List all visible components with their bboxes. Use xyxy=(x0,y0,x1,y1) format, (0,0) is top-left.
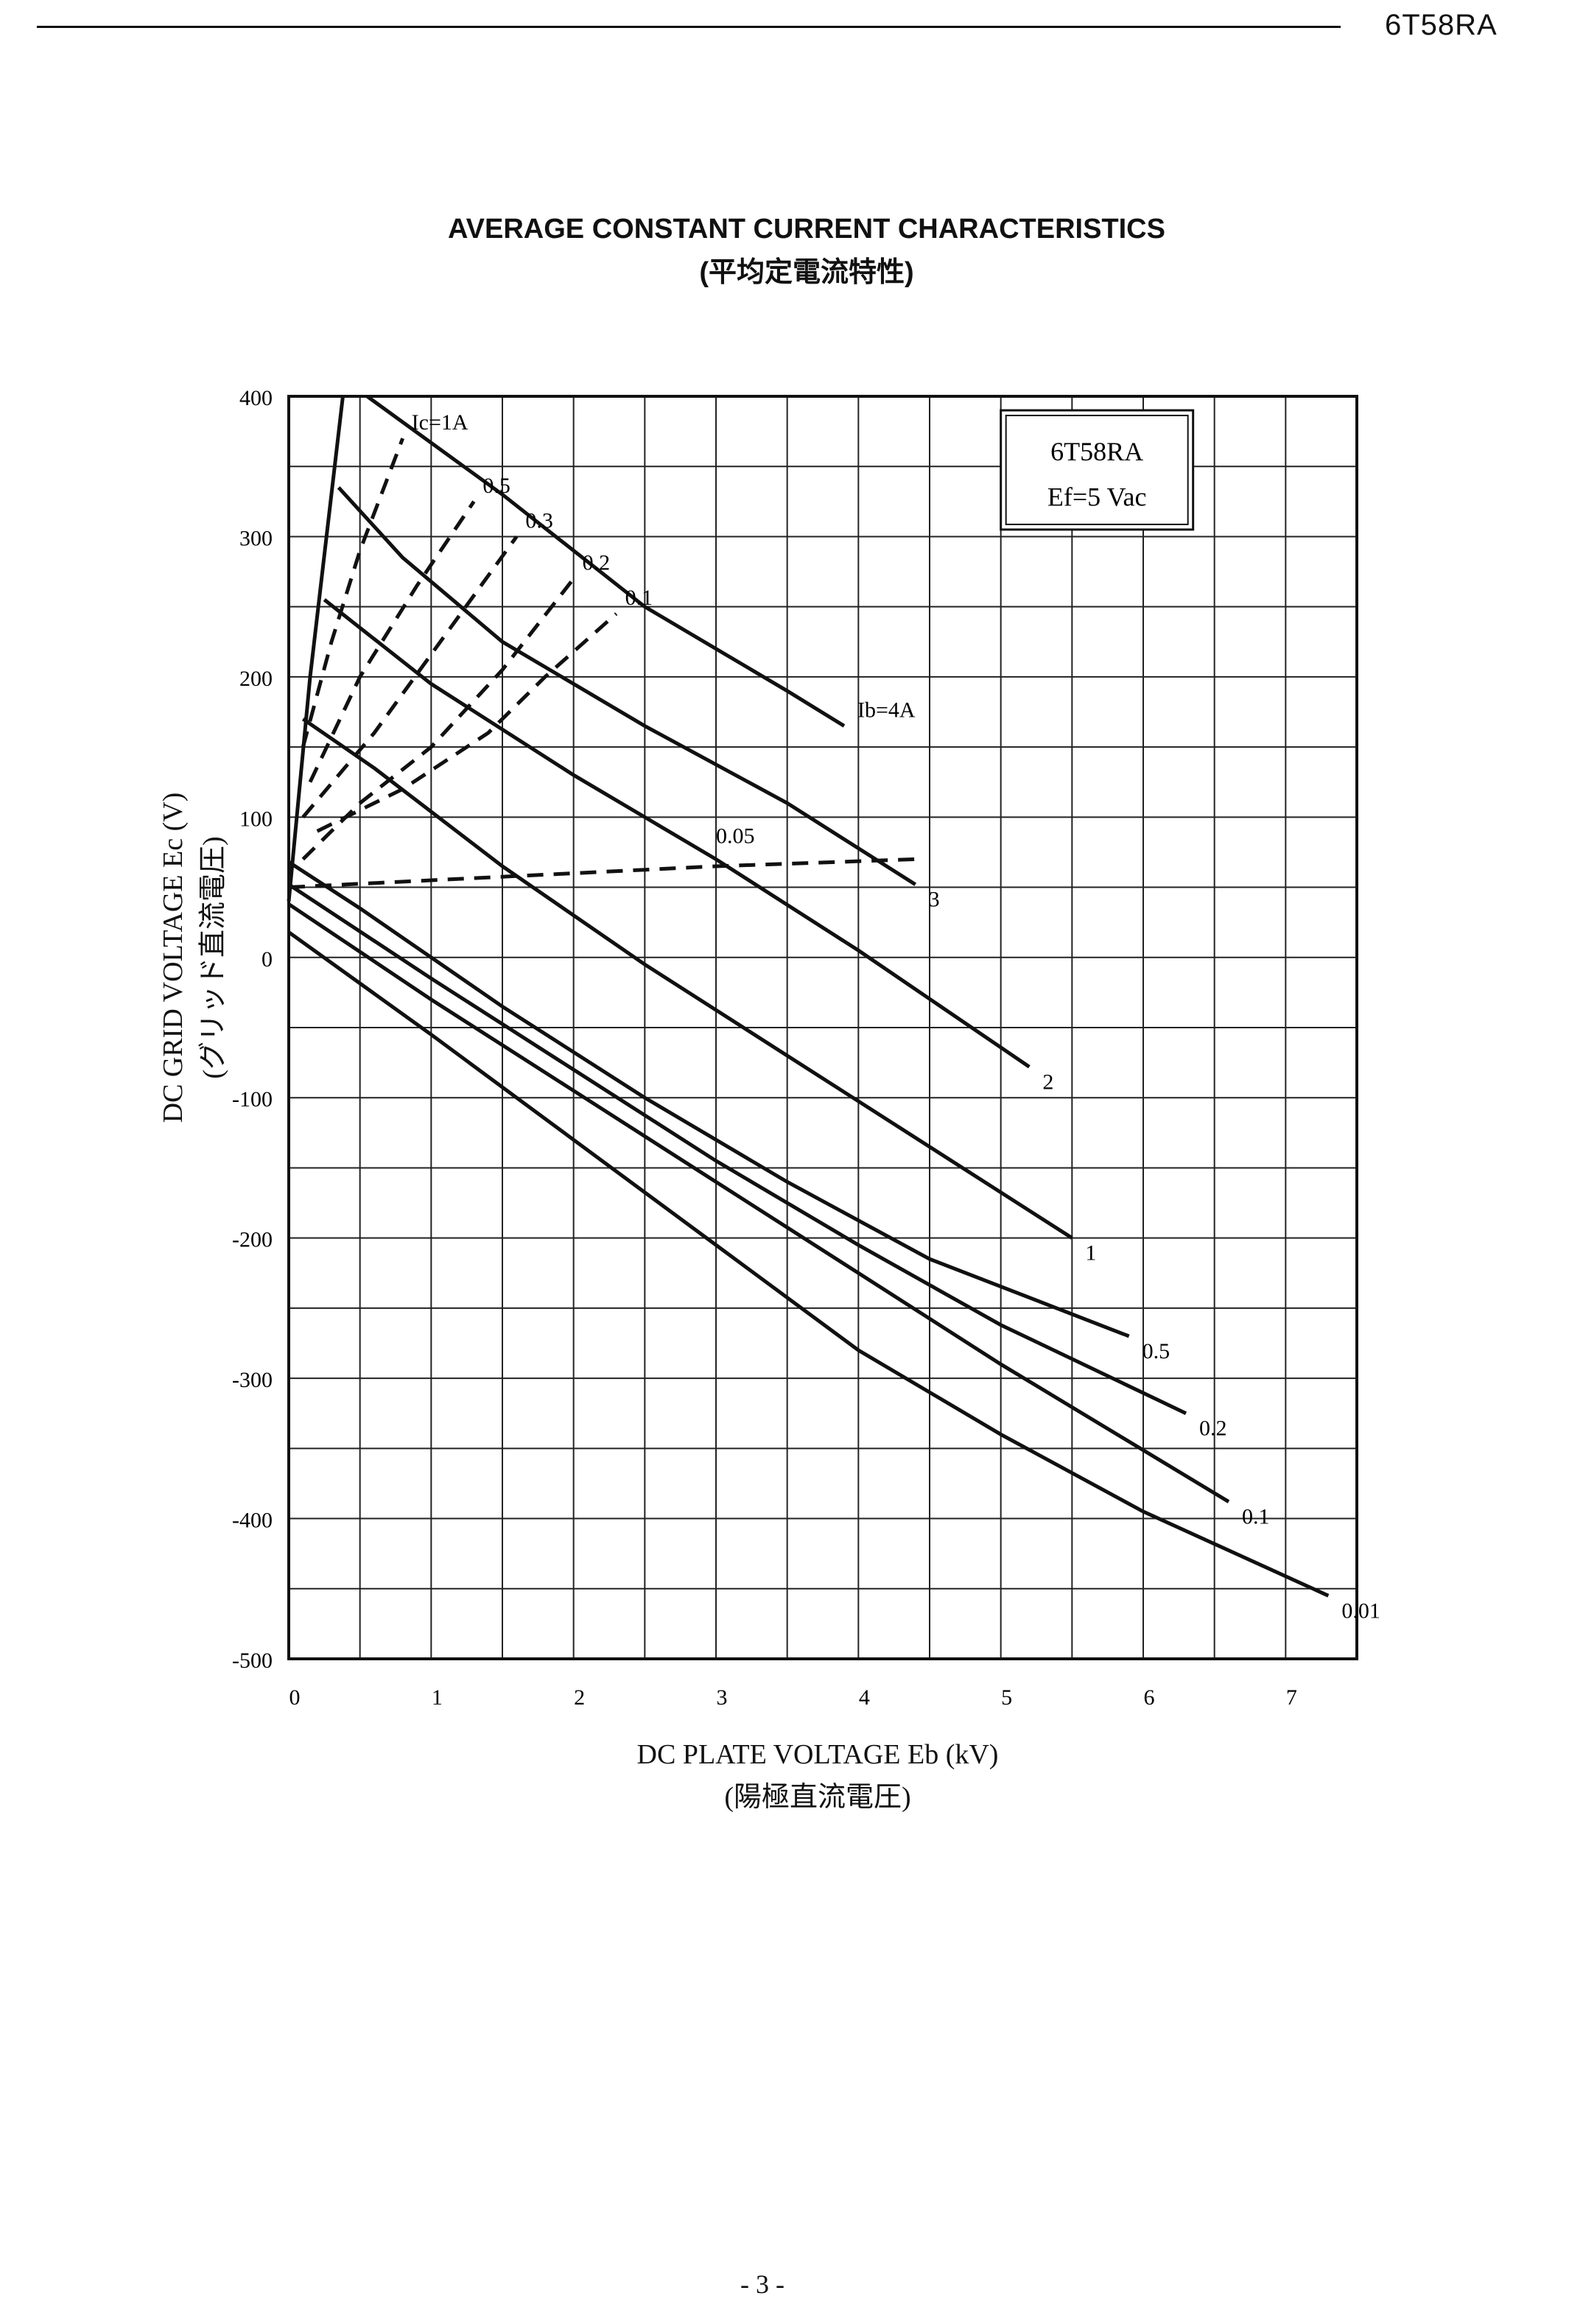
y-tick-label: -500 xyxy=(232,1649,273,1673)
chart-title: AVERAGE CONSTANT CURRENT CHARACTERISTICS xyxy=(448,214,1165,245)
page-number: - 3 - xyxy=(740,2269,784,2299)
x-tick-label: 5 xyxy=(1001,1685,1012,1710)
y-tick-label: -400 xyxy=(232,1509,273,1533)
y-axis-label: DC GRID VOLTAGE Ec (V) xyxy=(158,792,189,1123)
grid-current-curve xyxy=(301,578,575,861)
x-tick-label: 1 xyxy=(432,1685,443,1710)
y-tick-label: 200 xyxy=(239,667,273,691)
plate-current-curve xyxy=(337,486,917,886)
grid-current-label: 0.05 xyxy=(716,824,755,848)
plate-current-label: 1 xyxy=(1085,1241,1096,1265)
header-rule xyxy=(37,26,1341,28)
envelope-line xyxy=(287,396,345,902)
y-tick-label: -300 xyxy=(232,1368,273,1392)
plate-current-label: 0.1 xyxy=(1242,1505,1270,1529)
grid-current-curve xyxy=(288,857,916,890)
y-tick-label: -100 xyxy=(232,1087,273,1112)
plate-current-label: 0.2 xyxy=(1199,1416,1227,1441)
grid-current-label: 0.2 xyxy=(583,551,611,575)
x-tick-label: 4 xyxy=(859,1685,870,1710)
grid-current-label: Ic=1A xyxy=(412,410,468,435)
grid-current-label: 0.3 xyxy=(525,508,553,533)
x-axis-label: DC PLATE VOLTAGE Eb (kV) xyxy=(636,1739,999,1770)
y-tick-label: 0 xyxy=(262,947,273,972)
plate-current-curve xyxy=(287,860,1130,1338)
plate-current-curve xyxy=(287,882,1187,1415)
x-tick-label: 3 xyxy=(717,1685,728,1710)
grid-current-curve xyxy=(308,500,476,783)
legend-box-inner xyxy=(1005,415,1189,525)
x-tick-label: 7 xyxy=(1286,1685,1297,1710)
plate-current-curve xyxy=(287,902,1230,1503)
grid-current-label: 0.1 xyxy=(625,586,653,610)
document-id: 6T58RA xyxy=(1385,9,1498,41)
grid-current-label: 0.5 xyxy=(482,474,510,498)
chart-subtitle: (平均定電流特性) xyxy=(699,257,914,288)
plate-current-label: 2 xyxy=(1042,1070,1053,1094)
x-tick-label: 6 xyxy=(1144,1685,1155,1710)
y-axis-label-jp: (グリッド直流電圧) xyxy=(197,836,229,1079)
plate-current-label: 3 xyxy=(929,888,940,912)
plate-current-curve xyxy=(287,930,1330,1598)
y-tick-label: -200 xyxy=(232,1228,273,1252)
y-tick-label: 100 xyxy=(239,807,273,831)
legend-tube-type: 6T58RA xyxy=(1050,437,1143,466)
x-axis-label-jp: (陽極直流電圧) xyxy=(724,1782,911,1813)
y-tick-label: 300 xyxy=(239,526,273,550)
x-tick-label: 2 xyxy=(574,1685,585,1710)
grid-current-curve xyxy=(301,438,405,748)
plot-frame xyxy=(287,395,1358,1660)
plate-current-label: 0.01 xyxy=(1341,1598,1380,1623)
grid-current-curve xyxy=(316,612,618,833)
legend-box xyxy=(1000,409,1195,531)
plate-current-curve xyxy=(365,394,846,728)
legend-filament-voltage: Ef=5 Vac xyxy=(1047,482,1147,512)
x-tick-label: 0 xyxy=(289,1685,301,1710)
grid-current-curve xyxy=(301,535,519,818)
y-tick-label: 400 xyxy=(239,386,273,410)
plate-current-label: Ib=4A xyxy=(857,698,916,723)
plate-current-curve xyxy=(301,717,1073,1240)
plate-current-label: 0.5 xyxy=(1142,1339,1170,1363)
plate-current-curve xyxy=(323,598,1031,1069)
